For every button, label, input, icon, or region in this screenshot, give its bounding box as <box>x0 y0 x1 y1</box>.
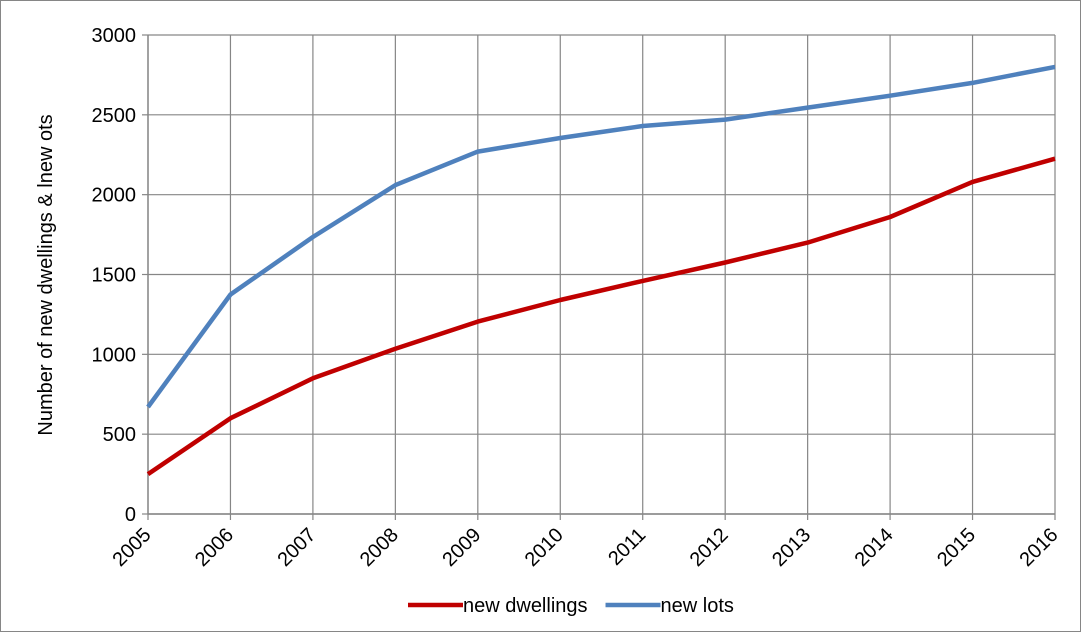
y-axis-ticks: 0 500 1000 1500 2000 2500 3000 <box>92 25 137 526</box>
x-tick-label: 2009 <box>438 524 485 571</box>
y-tick-label: 2000 <box>92 185 137 207</box>
x-tick-label: 2008 <box>356 524 403 571</box>
series-line-new-lots <box>146 64 1056 409</box>
y-tick-label: 2500 <box>92 105 137 127</box>
x-tick-label: 2012 <box>686 524 733 571</box>
x-tick-label: 2014 <box>851 524 898 571</box>
x-tick-label: 2005 <box>109 524 156 571</box>
x-tick-label: 2011 <box>604 524 650 570</box>
y-tick-label: 1500 <box>92 265 137 287</box>
x-tick-label: 2016 <box>1016 524 1063 571</box>
y-tick-label: 500 <box>103 424 136 446</box>
x-tick-label: 2015 <box>933 524 980 571</box>
x-axis-ticks: 2005 2006 2007 2008 2009 2010 2011 2012 2013 2014… <box>109 524 1063 571</box>
legend: new dwellings new lots <box>408 595 734 617</box>
x-tick-label: 2006 <box>191 524 238 571</box>
legend-label-new-dwellings: new dwellings <box>463 595 588 617</box>
series-lines <box>146 64 1056 476</box>
x-tick-label: 2010 <box>521 524 568 571</box>
x-tick-label: 2007 <box>273 524 320 571</box>
y-tick-label: 0 <box>125 504 136 526</box>
legend-label-new-lots: new lots <box>661 595 734 617</box>
y-tick-label: 1000 <box>92 344 137 366</box>
axes <box>142 34 1056 520</box>
x-tick-label: 2013 <box>768 524 815 571</box>
y-tick-label: 3000 <box>92 25 137 47</box>
gridlines <box>147 34 1056 515</box>
series-line-new-dwellings <box>146 156 1056 476</box>
y-axis-title: Number of new dwellings & lnew ots <box>35 114 57 435</box>
